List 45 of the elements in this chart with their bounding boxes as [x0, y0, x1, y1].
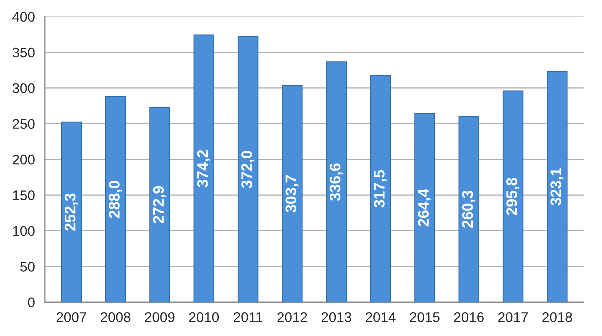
y-tick-label: 0 — [28, 298, 35, 308]
data-label: 336,6 — [330, 164, 343, 201]
y-tick-label: 400 — [12, 12, 35, 22]
y-tick-label: 150 — [13, 190, 35, 200]
y-tick-label: 300 — [12, 84, 35, 94]
bar — [458, 116, 480, 302]
x-tick-label: 2007 — [56, 312, 86, 322]
data-label: 260,3 — [462, 190, 476, 228]
bar — [414, 113, 436, 302]
x-tick-label: 2009 — [145, 312, 175, 322]
data-label: 264,4 — [418, 188, 432, 227]
bar — [502, 90, 524, 302]
y-tick-label: 350 — [12, 48, 35, 58]
bar — [61, 122, 82, 302]
data-label: 374,2 — [197, 150, 210, 188]
y-tick-label: 200 — [12, 154, 35, 165]
bar — [194, 34, 214, 302]
x-tick-label: 2015 — [410, 312, 440, 322]
x-tick-label: 2018 — [542, 312, 572, 322]
x-tick-label: 2017 — [498, 312, 528, 322]
data-label: 372,0 — [242, 151, 255, 188]
x-tick-label: 2013 — [322, 312, 352, 322]
data-label: 303,7 — [286, 176, 299, 213]
bar — [370, 75, 392, 302]
y-tick-label: 100 — [13, 226, 35, 236]
data-label: 252,3 — [64, 194, 78, 231]
bar — [238, 36, 259, 302]
y-tick-label: 50 — [20, 262, 35, 272]
bar — [547, 71, 568, 302]
data-label: 272,9 — [153, 186, 166, 224]
x-tick-label: 2016 — [454, 312, 484, 322]
x-tick-label: 2011 — [234, 312, 263, 322]
x-tick-label: 2010 — [189, 312, 220, 322]
bar — [282, 85, 303, 302]
bar — [150, 107, 170, 302]
bar — [105, 96, 126, 302]
x-tick-label: 2012 — [278, 312, 308, 322]
data-label: 317,5 — [374, 170, 388, 208]
y-tick-label: 250 — [12, 119, 35, 130]
bar — [326, 62, 347, 302]
x-tick-label: 2014 — [366, 312, 396, 322]
x-tick-label: 2008 — [101, 312, 131, 322]
data-label: 295,8 — [506, 178, 520, 216]
data-label: 323,1 — [550, 168, 564, 206]
data-label: 288,0 — [109, 181, 122, 218]
